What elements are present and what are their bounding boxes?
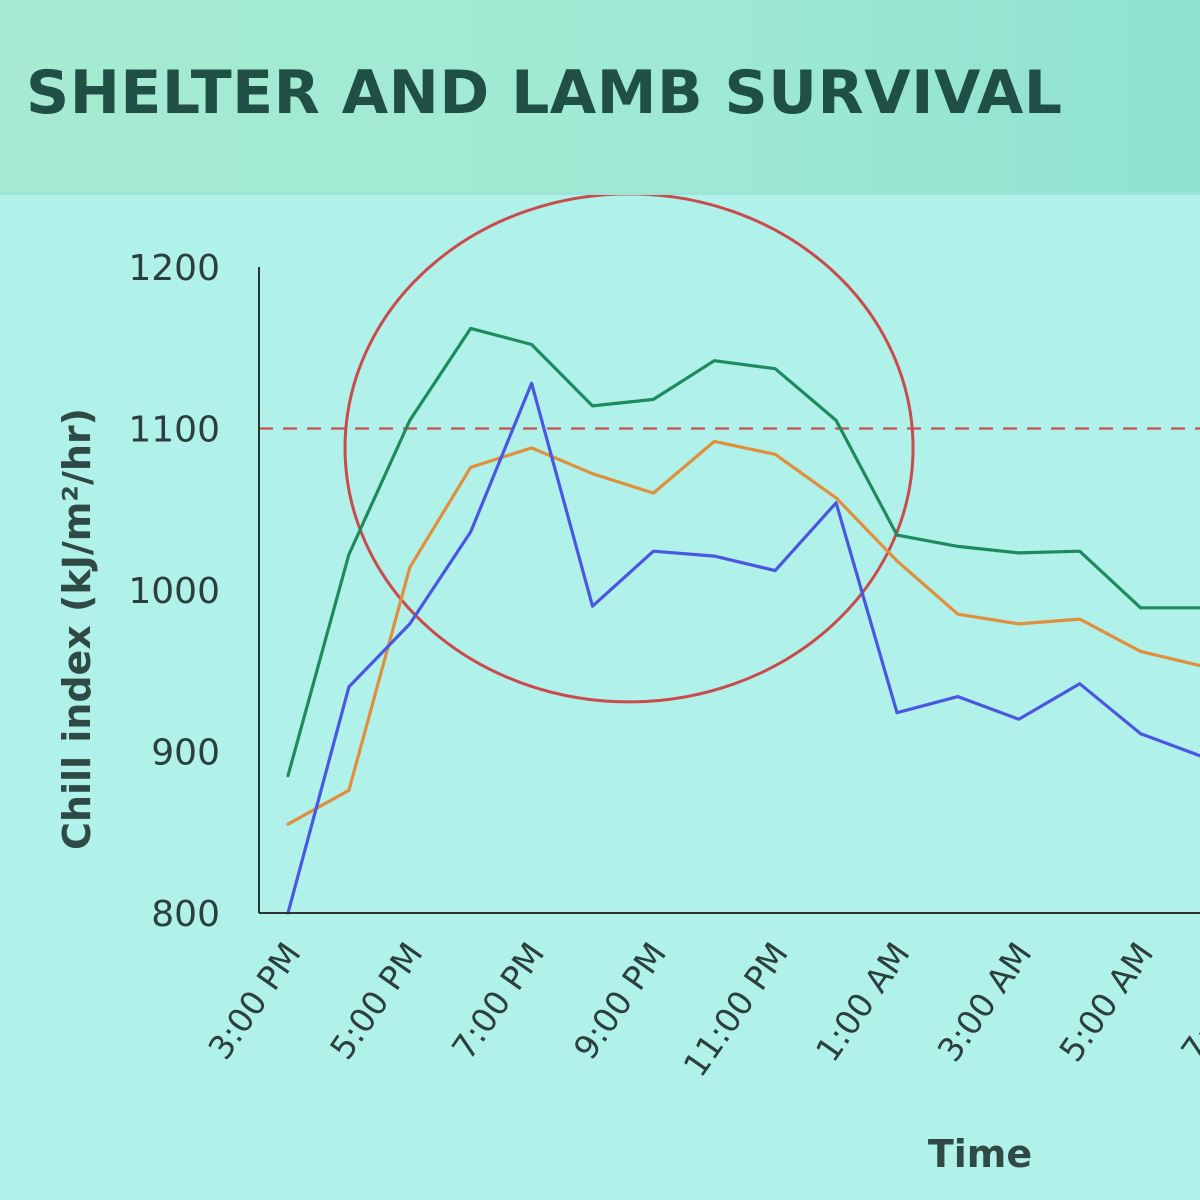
y-tick-label: 1000 — [128, 571, 220, 612]
x-axis-title: Time — [928, 1132, 1032, 1176]
y-tick-label: 900 — [151, 733, 220, 774]
series-line-orange — [286, 439, 1200, 826]
y-tick-label: 800 — [151, 894, 220, 935]
x-tick-label: 5:00 AM — [1051, 935, 1161, 1068]
series-line-blue — [286, 381, 1200, 915]
chill-index-chart: 800 900 1000 1100 1200 3:00 PM 5:00 PM 7:00 PM… — [55, 195, 1200, 1176]
x-tick-label: 7:00 PM — [444, 935, 552, 1066]
y-tick-label: 1200 — [128, 248, 220, 289]
title-band: SHELTER AND LAMB SURVIVAL — [0, 0, 1200, 195]
y-axis-title: Chill index (kJ/m²/hr) — [55, 408, 99, 850]
x-tick-label: 3:00 AM — [930, 935, 1040, 1068]
highlight-ellipse — [343, 195, 915, 704]
x-tick-label: 3:00 PM — [200, 935, 308, 1066]
slide-title: SHELTER AND LAMB SURVIVAL — [26, 58, 1063, 128]
chart-area: 800 900 1000 1100 1200 3:00 PM 5:00 PM 7:00 PM… — [0, 195, 1200, 1200]
x-tick-label: 7:00 AM — [1173, 935, 1200, 1068]
x-tick-label: 5:00 PM — [322, 935, 430, 1066]
x-tick-label: 9:00 PM — [566, 935, 674, 1066]
x-tick-label: 1:00 AM — [808, 935, 918, 1068]
series-line-green — [286, 326, 1200, 778]
y-tick-label: 1100 — [128, 410, 220, 451]
x-tick-label: 11:00 PM — [675, 935, 795, 1083]
